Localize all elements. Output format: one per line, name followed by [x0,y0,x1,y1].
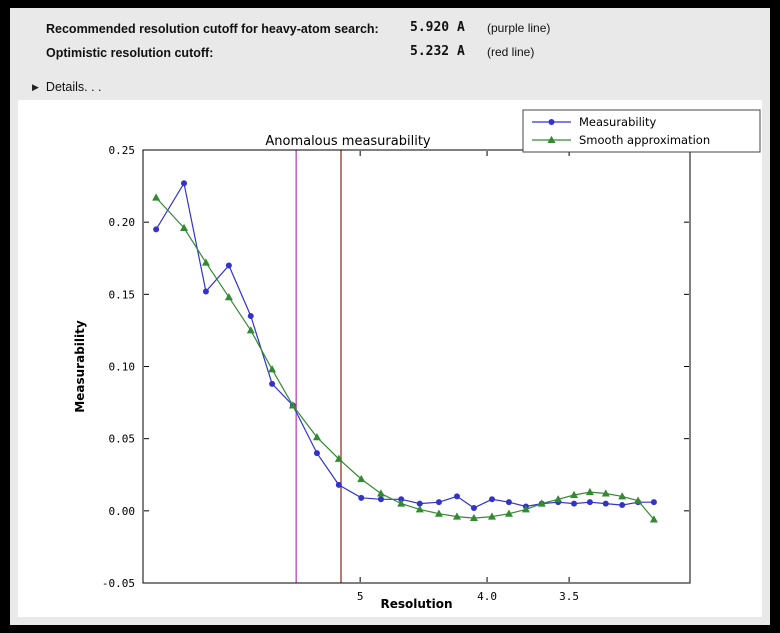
marker-circle [335,481,342,488]
marker-circle [416,500,423,507]
marker-triangle [537,499,546,507]
app-window: Recommended resolution cutoff for heavy-… [10,8,770,625]
marker-triangle [288,401,297,409]
marker-triangle [504,509,513,517]
marker-circle [453,493,460,500]
header-panel: Recommended resolution cutoff for heavy-… [10,8,770,100]
marker-triangle [434,509,443,517]
legend-label: Measurability [579,115,656,129]
marker-circle [488,496,495,503]
marker-triangle [585,487,594,496]
recommended-cutoff-value: 5.920 A [410,20,465,35]
marker-circle [313,450,320,457]
chart-figure: 0.25 0.20 0.15 0.10 0.05 0.00 -0.05 5 4.0 3.5 Anom… [18,100,762,617]
recommended-cutoff-label: Recommended resolution cutoff for heavy-… [46,22,379,36]
marker-triangle [397,499,406,507]
marker-triangle [618,492,627,500]
marker-circle [586,499,593,506]
marker-triangle [201,258,210,266]
y-tick-label: 0.00 [109,505,136,518]
marker-circle [619,502,626,509]
disclosure-triangle-icon: ▶ [32,81,39,92]
x-tick-label: 5 [357,590,364,603]
marker-triangle [357,474,366,483]
legend-marker-triangle [547,135,556,143]
marker-triangle [152,193,161,201]
marker-triangle [570,490,579,498]
legend-marker-circle [548,119,555,125]
marker-triangle [554,495,563,503]
marker-triangle [376,489,385,497]
marker-circle [505,499,512,506]
x-axis-label: Resolution [380,597,452,611]
marker-triangle [180,223,189,231]
optimistic-cutoff-row: Optimistic resolution cutoff: 5.232 A (r… [46,44,760,64]
marker-circle [202,288,209,295]
marker-circle [181,180,188,187]
marker-triangle [246,326,255,334]
marker-triangle [469,513,478,522]
marker-triangle [224,293,233,301]
marker-circle [602,500,609,507]
y-tick-label: 0.15 [109,288,136,301]
marker-circle [153,226,160,233]
details-toggle[interactable]: ▶ Details. . . [32,78,102,96]
marker-triangle [601,489,610,497]
recommended-cutoff-row: Recommended resolution cutoff for heavy-… [46,20,760,40]
optimistic-cutoff-label: Optimistic resolution cutoff: [46,46,214,60]
y-tick-label: 0.25 [109,144,136,157]
marker-triangle [452,512,461,520]
marker-circle [571,500,578,507]
y-tick-label: -0.05 [102,577,135,590]
marker-circle [377,496,384,503]
marker-circle [269,380,276,387]
chart-canvas: 0.25 0.20 0.15 0.10 0.05 0.00 -0.05 5 4.0 3.5 Anom… [73,109,761,611]
marker-circle [435,499,442,506]
marker-circle [398,496,405,503]
y-tick-label: 0.20 [109,216,136,229]
marker-circle [358,494,365,501]
recommended-cutoff-note: (purple line) [487,21,551,35]
marker-triangle [521,505,530,513]
marker-circle [470,504,477,511]
marker-circle [650,499,657,506]
marker-triangle [268,365,277,373]
marker-triangle [649,515,658,523]
optimistic-cutoff-note: (red line) [487,45,535,59]
y-tick-label: 0.10 [109,361,136,374]
x-tick-label: 4.0 [477,590,497,603]
marker-triangle [487,512,496,520]
chart-title: Anomalous measurability [265,134,431,149]
y-axis-label: Measurability [73,320,87,413]
x-tick-label: 3.5 [559,590,579,603]
y-tick-label: 0.05 [109,433,136,446]
optimistic-cutoff-value: 5.232 A [410,44,465,59]
marker-triangle [334,454,343,462]
marker-circle [247,312,254,319]
legend-label: Smooth approximation [579,133,710,147]
axes-frame [142,149,691,584]
legend-box [522,109,761,153]
details-label: Details. . . [45,80,102,94]
marker-triangle [415,505,424,513]
marker-triangle [634,496,643,504]
marker-triangle [312,433,321,441]
marker-circle [225,262,232,269]
